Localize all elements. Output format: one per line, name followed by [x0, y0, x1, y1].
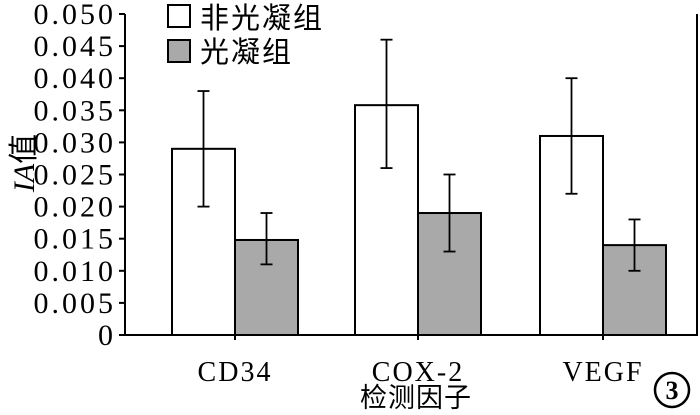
error-bar-cd34-series-2 [260, 212, 273, 266]
x-axis-title: 检测因子 [360, 383, 472, 413]
legend: 非光凝组 光凝组 [167, 2, 324, 69]
bar-cd34-series-2 [234, 238, 299, 336]
y-tick-label: 0.015 [34, 223, 117, 256]
error-bar-cd34-series-1 [197, 90, 210, 208]
y-axis-title: IA值 [8, 134, 41, 193]
panel-label-circle [653, 371, 691, 409]
legend-label-series-1: 非光凝组 [200, 2, 324, 35]
y-axis-title-variable: IA [8, 163, 41, 193]
legend-swatch-series-2 [167, 39, 191, 63]
x-axis-ticks: CD34 COX-2 VEGF [198, 335, 643, 388]
y-tick-label: 0.045 [34, 30, 117, 63]
y-tick-label: 0 [98, 319, 116, 352]
y-axis-title-suffix: 值 [8, 134, 41, 164]
error-bar-vegf-series-2 [628, 218, 641, 272]
y-tick-label: 0.050 [34, 0, 117, 31]
legend-swatch-series-1 [167, 4, 191, 28]
legend-item-series-1: 非光凝组 [167, 2, 324, 35]
y-axis-ticks: 00.0050.0100.0150.0200.0250.0300.0350.04… [34, 0, 125, 352]
y-tick-label: 0.025 [34, 159, 117, 192]
error-bar-cox-2-series-1 [380, 38, 393, 169]
legend-label-series-2: 光凝组 [200, 36, 293, 69]
bars-layer [171, 104, 667, 337]
y-tick-label: 0.010 [34, 255, 117, 288]
y-tick-label: 0.035 [34, 94, 117, 127]
y-tick-label: 0.005 [34, 287, 117, 320]
legend-item-series-2: 光凝组 [167, 36, 293, 69]
error-bar-vegf-series-1 [565, 77, 578, 195]
error-bars-layer [197, 38, 641, 272]
y-tick-label: 0.020 [34, 191, 117, 224]
panel-label: 3 [653, 371, 691, 409]
panel-label-number: 3 [666, 376, 679, 405]
y-tick-label: 0.040 [34, 62, 117, 95]
x-tick-label-cox-2: COX-2 [372, 357, 464, 388]
x-tick-label-vegf: VEGF [562, 357, 643, 388]
x-tick-label-cd34: CD34 [198, 357, 273, 388]
error-bar-cox-2-series-2 [443, 173, 456, 253]
y-tick-label: 0.030 [34, 126, 117, 159]
